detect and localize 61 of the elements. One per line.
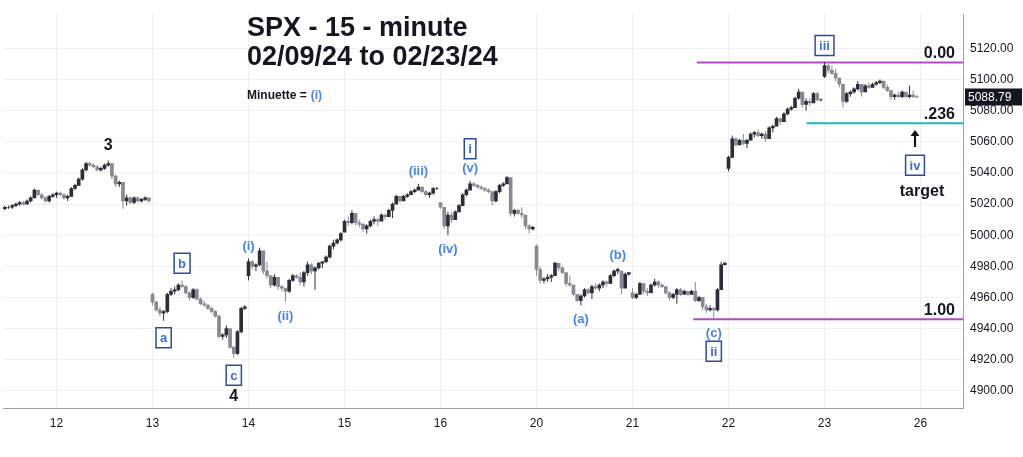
annotation: (iii) <box>408 163 429 179</box>
annotation: 1.00 <box>923 301 956 319</box>
annotation: c <box>230 367 238 383</box>
text: 5088.79 <box>968 90 1012 105</box>
candlestick <box>542 276 546 284</box>
y-tick-label: 5080.00 <box>970 103 1014 118</box>
y-tick-label: 4900.00 <box>970 383 1014 398</box>
x-tick-label: 20 <box>529 415 544 430</box>
y-tick-label: 4960.00 <box>970 289 1014 304</box>
annotation: .236 <box>923 105 956 123</box>
y-tick-label: 5100.00 <box>970 71 1014 86</box>
annotation: (ii) <box>277 307 294 323</box>
annotation: iii <box>819 38 830 54</box>
x-tick-label: 13 <box>145 415 160 430</box>
candlestick <box>217 314 221 339</box>
annotation: iv <box>909 157 922 173</box>
candlestick <box>804 97 808 112</box>
y-tick-label: 5000.00 <box>970 227 1014 242</box>
y-tick-label: 5120.00 <box>970 40 1014 55</box>
y-tick-label: 4980.00 <box>970 258 1014 273</box>
annotation: (a) <box>572 310 589 326</box>
x-tick-label: 23 <box>817 415 832 430</box>
candlestick <box>442 206 447 230</box>
annotation: 3 <box>103 135 113 153</box>
text: 02/09/24 to 02/23/24 <box>247 41 498 72</box>
annotation: 4 <box>229 386 239 404</box>
candlestick <box>756 128 760 138</box>
y-tick-label: 4940.00 <box>970 320 1014 335</box>
x-tick-label: 12 <box>49 415 64 430</box>
chart-title: SPX - 15 - minute <box>247 12 468 43</box>
x-tick-label: 16 <box>433 415 448 430</box>
x-tick-label: 14 <box>241 415 256 430</box>
annotation: target <box>899 181 945 199</box>
candlestick <box>121 181 125 210</box>
candlestick <box>261 250 266 275</box>
candlestick <box>446 211 450 236</box>
y-tick-label: 4920.00 <box>970 352 1014 367</box>
annotation: Minuette = <box>247 88 307 103</box>
candlestick <box>372 216 376 225</box>
x-tick-label: 22 <box>721 415 736 430</box>
annotation: (i) <box>310 88 322 103</box>
annotation: a <box>160 330 168 346</box>
y-tick-label: 5020.00 <box>970 196 1014 211</box>
annotation: (c) <box>705 324 722 340</box>
candlestick <box>708 304 712 312</box>
annotation: b <box>178 255 187 271</box>
y-tick-label: 5040.00 <box>970 165 1014 180</box>
candlestick <box>590 284 594 300</box>
annotation: (v) <box>462 160 479 176</box>
annotation: 0.00 <box>923 44 956 62</box>
x-tick-label: 26 <box>913 415 928 430</box>
x-tick-label: 21 <box>625 415 640 430</box>
annotation: (iv) <box>438 240 458 256</box>
y-tick-label: 5060.00 <box>970 134 1014 149</box>
annotation: (i) <box>242 238 255 254</box>
candlestick <box>745 138 749 149</box>
candlestick <box>660 282 664 289</box>
annotation: i <box>468 141 472 157</box>
annotation: ii <box>710 343 718 359</box>
x-tick-label: 15 <box>337 415 352 430</box>
annotation: (b) <box>609 247 627 263</box>
